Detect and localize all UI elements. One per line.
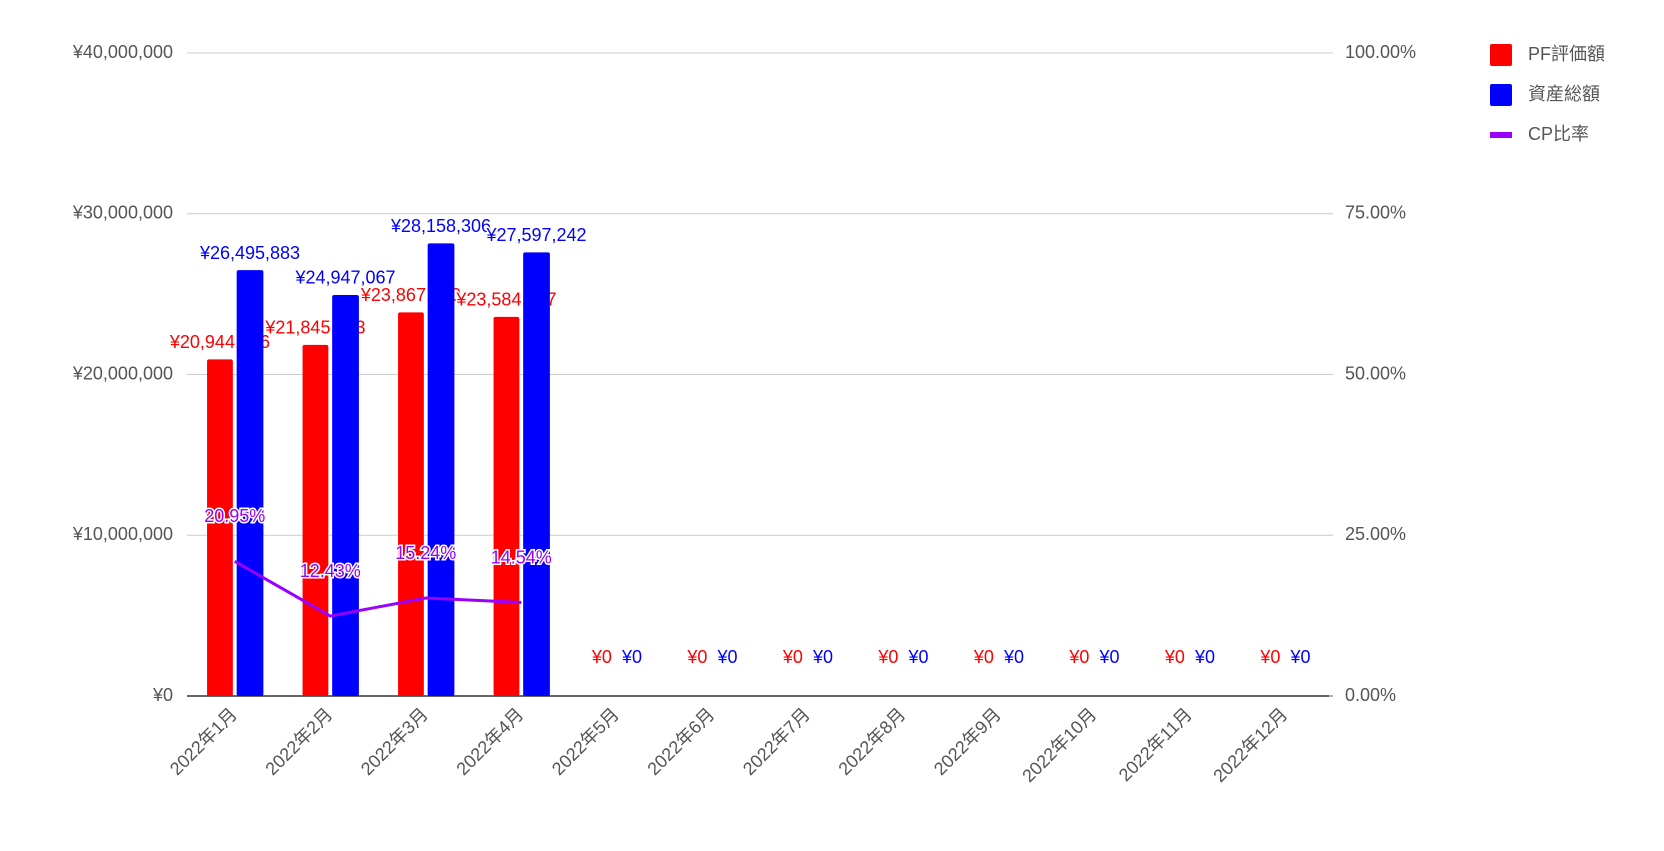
data-label: ¥0 bbox=[812, 647, 833, 667]
bar bbox=[302, 344, 329, 696]
x-tick-label: 2022年6月 bbox=[643, 704, 718, 779]
bar bbox=[332, 294, 359, 696]
data-label: ¥0 bbox=[591, 647, 612, 667]
data-label: ¥0 bbox=[717, 647, 738, 667]
data-label: ¥26,495,883 bbox=[199, 243, 300, 263]
y2-tick-label: 0.00% bbox=[1345, 685, 1396, 705]
y-tick-label: ¥30,000,000 bbox=[72, 203, 173, 223]
legend-swatch bbox=[1490, 84, 1512, 106]
data-label: ¥0 bbox=[1068, 647, 1089, 667]
x-tick-label: 2022年7月 bbox=[739, 704, 814, 779]
data-label: ¥28,158,306 bbox=[390, 216, 491, 236]
legend-label: CP比率 bbox=[1528, 124, 1589, 144]
data-label: 12.43% bbox=[300, 561, 361, 581]
x-tick-label: 2022年9月 bbox=[930, 704, 1005, 779]
data-label: ¥24,947,067 bbox=[294, 268, 395, 288]
x-tick-label: 2022年10月 bbox=[1018, 704, 1100, 786]
data-label: ¥0 bbox=[1259, 647, 1280, 667]
x-tick-label: 2022年4月 bbox=[452, 704, 527, 779]
y-tick-label: ¥20,000,000 bbox=[72, 363, 173, 383]
bar bbox=[207, 359, 233, 696]
x-tick-label: 2022年3月 bbox=[357, 704, 432, 779]
data-label: ¥0 bbox=[1099, 647, 1120, 667]
data-label: ¥0 bbox=[621, 647, 642, 667]
x-tick-label: 2022年2月 bbox=[261, 704, 336, 779]
y-tick-label: ¥0 bbox=[152, 685, 173, 705]
x-tick-label: 2022年1月 bbox=[166, 704, 241, 779]
bar bbox=[523, 252, 550, 696]
data-label: ¥0 bbox=[908, 647, 929, 667]
y-tick-label: ¥40,000,000 bbox=[72, 42, 173, 62]
x-tick-label: 2022年8月 bbox=[834, 704, 909, 779]
bar bbox=[398, 312, 424, 696]
legend-label: PF評価額 bbox=[1528, 44, 1605, 64]
bar bbox=[427, 243, 455, 696]
data-label: 15.24% bbox=[395, 543, 456, 563]
data-label: ¥0 bbox=[1194, 647, 1215, 667]
y-tick-label: ¥10,000,000 bbox=[72, 524, 173, 544]
data-label: ¥27,597,242 bbox=[485, 225, 586, 245]
data-label: ¥0 bbox=[686, 647, 707, 667]
legend-swatch bbox=[1490, 132, 1512, 138]
line bbox=[234, 559, 522, 618]
data-label: ¥0 bbox=[782, 647, 803, 667]
x-tick-label: 2022年5月 bbox=[548, 704, 623, 779]
data-label: 20.95% bbox=[204, 506, 265, 526]
data-label: 14.54% bbox=[491, 547, 552, 567]
y2-tick-label: 25.00% bbox=[1345, 524, 1406, 544]
y2-tick-label: 75.00% bbox=[1345, 203, 1406, 223]
data-label: ¥0 bbox=[973, 647, 994, 667]
y2-tick-label: 50.00% bbox=[1345, 363, 1406, 383]
y2-tick-label: 100.00% bbox=[1345, 42, 1416, 62]
x-tick-label: 2022年11月 bbox=[1115, 704, 1196, 785]
data-label: ¥0 bbox=[1003, 647, 1024, 667]
data-label: ¥0 bbox=[1164, 647, 1185, 667]
bar bbox=[493, 316, 520, 696]
data-label: ¥0 bbox=[877, 647, 898, 667]
legend-swatch bbox=[1490, 44, 1512, 66]
data-label: ¥0 bbox=[1290, 647, 1311, 667]
bar bbox=[236, 270, 264, 696]
legend-label: 資産総額 bbox=[1528, 84, 1600, 104]
x-tick-label: 2022年12月 bbox=[1209, 704, 1291, 786]
